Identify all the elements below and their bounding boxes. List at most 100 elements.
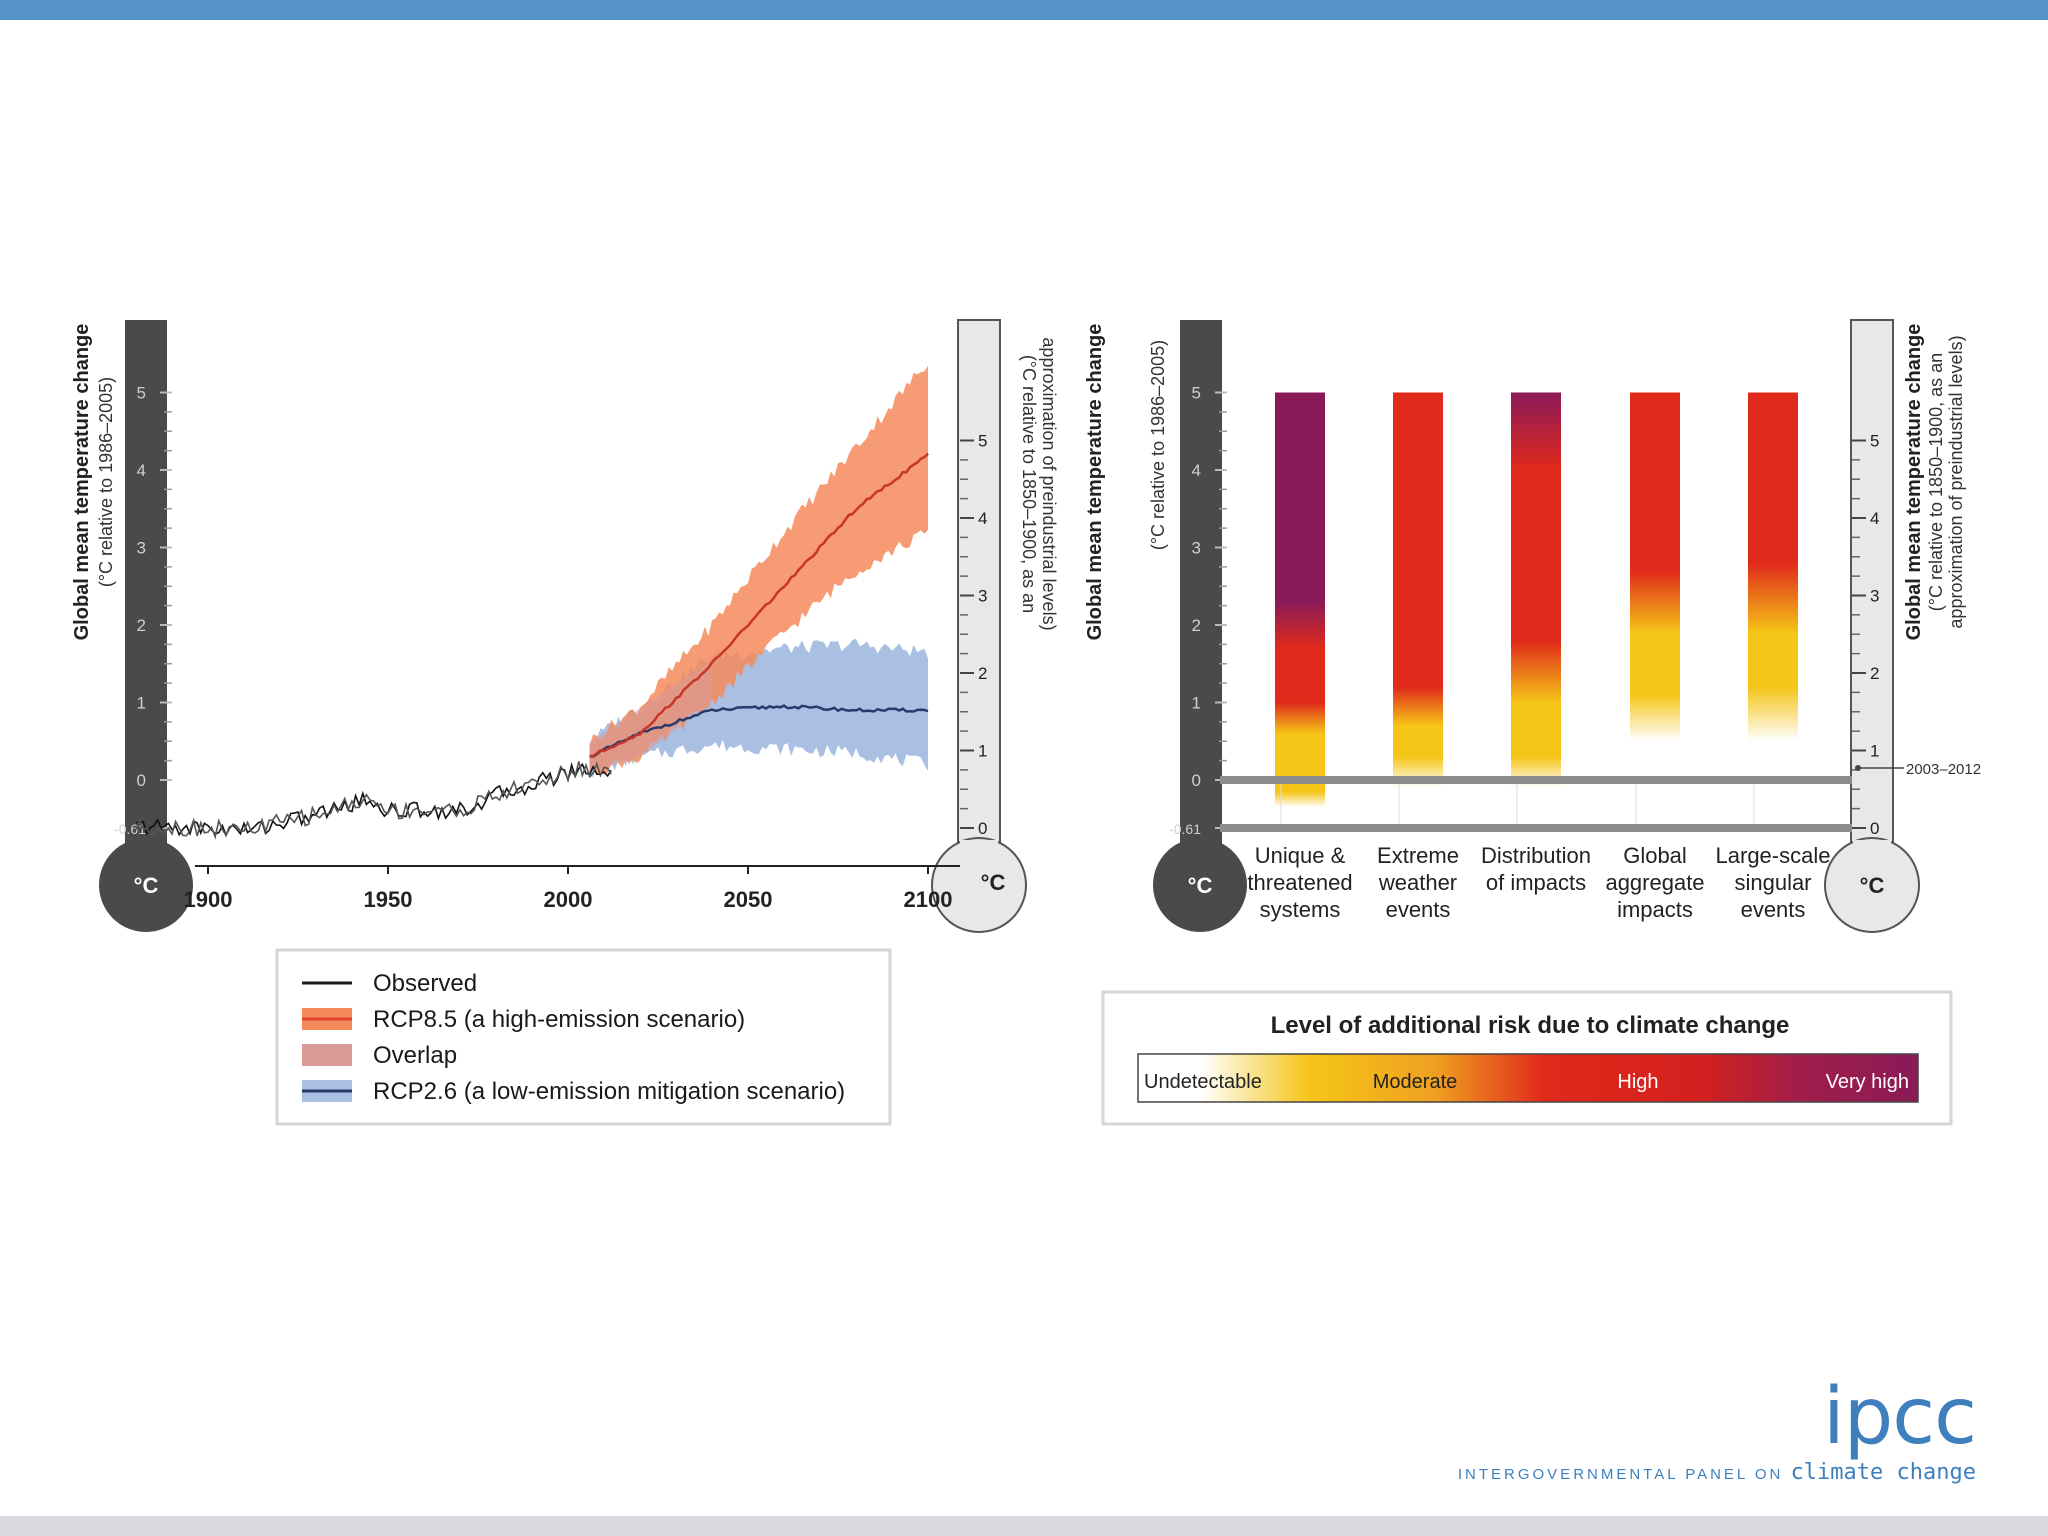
right-thermometer-bulb bbox=[1824, 837, 1920, 933]
category-label: systems bbox=[1260, 897, 1341, 922]
tick-label: 5 bbox=[137, 384, 146, 403]
left-thermometer-bulb bbox=[99, 838, 193, 932]
x-tick-label: 2000 bbox=[544, 887, 593, 912]
tick-label: 3 bbox=[978, 587, 987, 606]
tick-label: 5 bbox=[978, 432, 987, 451]
tick-label: 1 bbox=[137, 694, 146, 713]
tick-label: 2 bbox=[1870, 664, 1879, 683]
tick-label: 5 bbox=[1870, 432, 1879, 451]
risk-label-high: High bbox=[1617, 1071, 1658, 1093]
category-label: events bbox=[1741, 897, 1806, 922]
tick-label: 4 bbox=[137, 461, 146, 480]
left-axis-label-line2: Global mean temperature change bbox=[1084, 324, 1106, 641]
right-axis-label-line2: approximation of preindustrial levels) bbox=[1039, 337, 1059, 630]
x-tick-label: 2050 bbox=[724, 887, 773, 912]
baseline-preindustrial-bar bbox=[1220, 824, 1852, 832]
tick-label: 0 bbox=[1870, 819, 1879, 838]
category-label: singular bbox=[1734, 870, 1811, 895]
risk-bar bbox=[1630, 392, 1680, 840]
legend-box bbox=[275, 948, 892, 1126]
x-tick-label: 1900 bbox=[184, 887, 233, 912]
risk-label-undetectable: Undetectable bbox=[1144, 1071, 1262, 1093]
risk-legend-gradient bbox=[1137, 1053, 1919, 1103]
right-axis-label-line1: (°C relative to 1850–1900, as an bbox=[1926, 353, 1946, 611]
annotation-marker bbox=[1855, 765, 1861, 771]
category-label: impacts bbox=[1617, 897, 1693, 922]
legend-label: Observed bbox=[373, 970, 477, 997]
ipcc-tagline: INTERGOVERNMENTAL PANEL ON climate chang… bbox=[1458, 1460, 1976, 1485]
left-thermometer-bulb bbox=[1153, 838, 1247, 932]
tick-label: 1 bbox=[1870, 742, 1879, 761]
tick-label: 2 bbox=[1192, 616, 1201, 635]
tick-label: 0 bbox=[137, 771, 146, 790]
risk-bar bbox=[1511, 392, 1561, 840]
risk-bar bbox=[1275, 392, 1325, 840]
tick-label: 3 bbox=[1870, 587, 1879, 606]
tick-label: 4 bbox=[1870, 509, 1879, 528]
right-thermometer-unit: °C bbox=[1860, 873, 1885, 898]
right-thermometer-neck bbox=[1853, 840, 1891, 870]
category-label: Unique & bbox=[1255, 843, 1346, 868]
observed-line bbox=[135, 761, 612, 840]
right-axis-ticks: 0 1 2 3 4 5 bbox=[960, 432, 987, 838]
bottom-accent-bar bbox=[0, 1516, 2048, 1536]
rcp26-line bbox=[589, 704, 929, 758]
tick-label: 3 bbox=[1192, 539, 1201, 558]
tick-label: 2 bbox=[978, 664, 987, 683]
category-label: threatened bbox=[1247, 870, 1352, 895]
top-accent-bar bbox=[0, 0, 2048, 20]
risk-label-moderate: Moderate bbox=[1373, 1071, 1458, 1093]
risk-bar bbox=[1393, 392, 1443, 840]
ipcc-wordmark: ipcc bbox=[1823, 1372, 1977, 1462]
tick-label: 2 bbox=[137, 616, 146, 635]
risk-legend-title: Level of additional risk due to climate … bbox=[1271, 1012, 1790, 1039]
x-tick-label: 2100 bbox=[904, 887, 953, 912]
tick-label: 0 bbox=[978, 819, 987, 838]
right-thermometer-stem bbox=[1850, 319, 1894, 866]
x-tick-label: 1950 bbox=[364, 887, 413, 912]
annotation-2003-2012: 2003–2012 bbox=[1906, 761, 1981, 778]
ipcc-tagline-suffix: climate change bbox=[1790, 1460, 1976, 1485]
risk-bars bbox=[1275, 392, 1798, 840]
rcp85-line bbox=[589, 452, 929, 759]
left-thermometer-stem bbox=[125, 320, 167, 860]
left-axis-ticks: -0.61 0 1 2 3 4 5 bbox=[1169, 384, 1227, 837]
left-thermometer-unit: °C bbox=[134, 873, 159, 898]
legend: Observed RCP8.5 (a high-emission scenario… bbox=[302, 970, 845, 1105]
left-axis-title: Global mean temperature change bbox=[71, 324, 93, 641]
category-label: weather bbox=[1378, 870, 1457, 895]
tick-label: -0.61 bbox=[1169, 821, 1201, 837]
category-label: Extreme bbox=[1377, 843, 1459, 868]
risk-bar bbox=[1748, 392, 1798, 840]
tick-label: 5 bbox=[1192, 384, 1201, 403]
tick-label: 0 bbox=[1192, 771, 1201, 790]
baseline-zero-bar bbox=[1220, 776, 1852, 784]
category-label: Distribution bbox=[1481, 843, 1591, 868]
observed-line bbox=[135, 762, 612, 838]
tick-label: 4 bbox=[978, 509, 987, 528]
risk-label-very-high: Very high bbox=[1826, 1071, 1909, 1093]
tick-label: 3 bbox=[137, 539, 146, 558]
category-label: of impacts bbox=[1486, 870, 1586, 895]
right-thermometer-bulb bbox=[931, 837, 1027, 933]
right-axis-label-line2: approximation of preindustrial levels) bbox=[1946, 335, 1966, 628]
left-thermometer-unit: °C bbox=[1188, 873, 1213, 898]
tick-label: 1 bbox=[1192, 694, 1201, 713]
plot-area bbox=[135, 365, 929, 840]
left-axis-label-line1: (°C relative to 1986–2005) bbox=[1148, 340, 1168, 550]
category-label: Large-scale bbox=[1716, 843, 1831, 868]
right-thermometer-unit: °C bbox=[981, 870, 1006, 895]
right-axis-title: Global mean temperature change bbox=[1903, 324, 1925, 641]
left-thermometer-stem bbox=[1180, 320, 1222, 860]
legend-label: RCP8.5 (a high-emission scenario) bbox=[373, 1006, 745, 1033]
legend-label: Overlap bbox=[373, 1042, 457, 1069]
risk-levels-chart: °C -0.61 0 1 2 3 4 5 °C 0 1 2 3 4 5 2003–2012 Uniqu… bbox=[1084, 319, 1981, 1126]
right-axis-label-line1: (°C relative to 1850–1900, as an bbox=[1019, 355, 1039, 613]
rcp85-band bbox=[589, 365, 928, 775]
ipcc-tagline-prefix: INTERGOVERNMENTAL PANEL ON bbox=[1457, 1466, 1784, 1483]
right-thermometer-neck bbox=[960, 840, 998, 870]
tick-label: 4 bbox=[1192, 461, 1201, 480]
